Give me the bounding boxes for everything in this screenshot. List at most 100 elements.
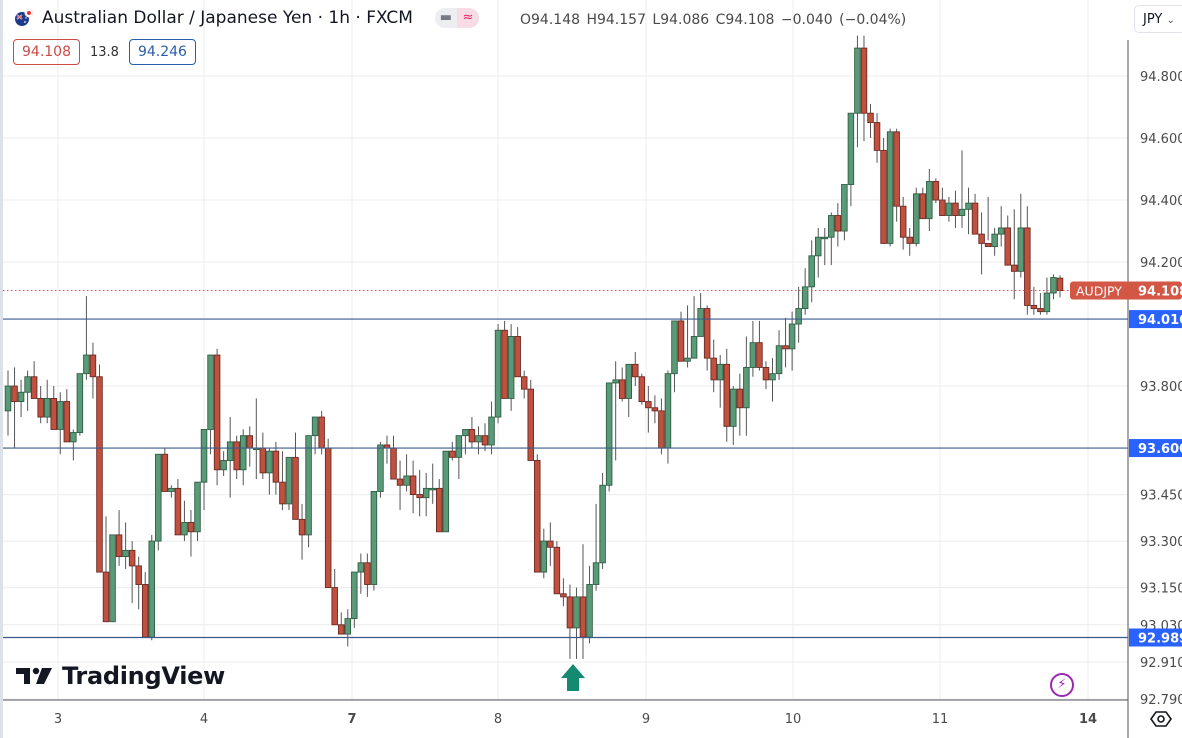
bullish-candle[interactable] [475, 435, 482, 443]
bullish-candle[interactable] [168, 487, 175, 492]
bearish-candle[interactable] [298, 518, 306, 536]
bearish-candle[interactable] [677, 320, 685, 362]
bearish-candle[interactable] [893, 131, 900, 207]
bullish-candle[interactable] [854, 47, 861, 114]
bearish-candle[interactable] [932, 180, 940, 201]
bearish-candle[interactable] [324, 447, 332, 589]
bullish-candle[interactable] [684, 357, 691, 362]
bearish-candle[interactable] [645, 401, 652, 409]
bearish-candle[interactable] [860, 47, 868, 114]
bearish-candle[interactable] [102, 571, 110, 623]
bullish-candle[interactable] [612, 379, 619, 384]
bearish-candle[interactable] [834, 215, 842, 232]
bearish-candle[interactable] [1030, 304, 1038, 309]
bearish-candle[interactable] [174, 487, 182, 536]
bearish-candle[interactable] [233, 441, 240, 471]
bearish-candle[interactable] [520, 376, 528, 390]
bearish-candle[interactable] [128, 549, 136, 567]
bullish-candle[interactable] [828, 215, 835, 238]
bullish-candle[interactable] [592, 562, 600, 585]
bullish-candle[interactable] [814, 236, 822, 257]
bullish-candle[interactable] [4, 385, 12, 412]
bullish-candle[interactable] [57, 401, 64, 430]
bearish-candle[interactable] [187, 522, 195, 533]
indicator-toggle-pill[interactable]: ▬ ≈ [434, 8, 479, 28]
bullish-candle[interactable] [997, 227, 1005, 235]
bearish-candle[interactable] [1011, 264, 1018, 272]
bearish-candle[interactable] [566, 596, 574, 629]
bullish-candle[interactable] [220, 460, 227, 471]
bullish-candle[interactable] [926, 180, 933, 220]
bearish-candle[interactable] [880, 149, 887, 244]
bearish-candle[interactable] [514, 335, 521, 378]
bearish-candle[interactable] [873, 122, 881, 151]
bullish-candle[interactable] [76, 373, 84, 434]
bullish-candle[interactable] [403, 475, 410, 486]
bullish-candle[interactable] [43, 398, 51, 418]
bearish-candle[interactable] [1056, 277, 1064, 292]
bullish-candle[interactable] [671, 320, 678, 375]
bullish-candle[interactable] [965, 202, 972, 210]
bullish-candle[interactable] [912, 193, 920, 244]
bullish-candle[interactable] [775, 345, 783, 375]
bullish-candle[interactable] [730, 388, 737, 427]
bullish-candle[interactable] [795, 308, 802, 325]
bullish-candle[interactable] [1043, 292, 1051, 313]
bullish-candle[interactable] [697, 308, 704, 337]
bearish-candle[interactable] [364, 562, 371, 585]
bearish-candle[interactable] [978, 233, 985, 244]
lightning-icon[interactable]: ⚡ [1050, 673, 1074, 697]
bearish-candle[interactable] [246, 435, 254, 449]
bearish-candle[interactable] [409, 475, 417, 496]
bullish-candle[interactable] [377, 444, 384, 492]
bearish-candle[interactable] [115, 534, 123, 558]
bearish-candle[interactable] [135, 565, 142, 585]
bullish-candle[interactable] [586, 584, 593, 638]
bullish-candle[interactable] [821, 236, 829, 240]
bearish-candle[interactable] [292, 456, 299, 520]
bearish-candle[interactable] [723, 363, 731, 427]
tradingview-logo[interactable]: TradingView [16, 662, 225, 690]
bearish-candle[interactable] [501, 329, 508, 399]
bearish-candle[interactable] [259, 447, 267, 474]
bearish-candle[interactable] [547, 540, 554, 548]
bullish-candle[interactable] [17, 391, 25, 403]
bearish-candle[interactable] [867, 112, 874, 123]
bearish-candle[interactable] [658, 410, 665, 449]
bearish-candle[interactable] [1037, 308, 1044, 313]
bearish-candle[interactable] [919, 193, 927, 220]
bearish-candle[interactable] [984, 242, 992, 247]
bearish-candle[interactable] [762, 366, 770, 381]
bearish-candle[interactable] [906, 236, 913, 244]
bullish-candle[interactable] [422, 487, 430, 499]
bearish-candle[interactable] [1004, 227, 1011, 266]
bullish-candle[interactable] [540, 540, 548, 573]
bullish-candle[interactable] [769, 373, 776, 381]
bullish-candle[interactable] [788, 323, 796, 350]
minus-icon[interactable]: ▬ [439, 10, 453, 25]
bearish-candle[interactable] [952, 202, 959, 216]
bearish-candle[interactable] [560, 593, 567, 598]
bullish-candle[interactable] [808, 255, 815, 288]
bearish-candle[interactable] [710, 357, 717, 381]
bearish-candle[interactable] [161, 453, 169, 492]
bullish-candle[interactable] [207, 354, 214, 430]
bullish-candle[interactable] [305, 435, 312, 536]
bearish-candle[interactable] [50, 398, 57, 430]
bearish-candle[interactable] [534, 460, 541, 573]
bearish-candle[interactable] [89, 354, 97, 378]
bullish-candle[interactable] [148, 540, 156, 638]
bullish-candle[interactable] [357, 562, 365, 573]
bullish-candle[interactable] [226, 441, 234, 461]
bearish-candle[interactable] [618, 379, 626, 399]
bullish-candle[interactable] [945, 202, 953, 216]
bullish-candle[interactable] [1050, 277, 1057, 294]
bullish-candle[interactable] [573, 596, 580, 629]
bullish-candle[interactable] [344, 618, 352, 635]
bearish-candle[interactable] [11, 385, 18, 403]
bearish-candle[interactable] [30, 376, 38, 399]
bearish-candle[interactable] [279, 481, 286, 505]
bearish-candle[interactable] [899, 205, 907, 238]
bullish-candle[interactable] [1017, 227, 1025, 272]
